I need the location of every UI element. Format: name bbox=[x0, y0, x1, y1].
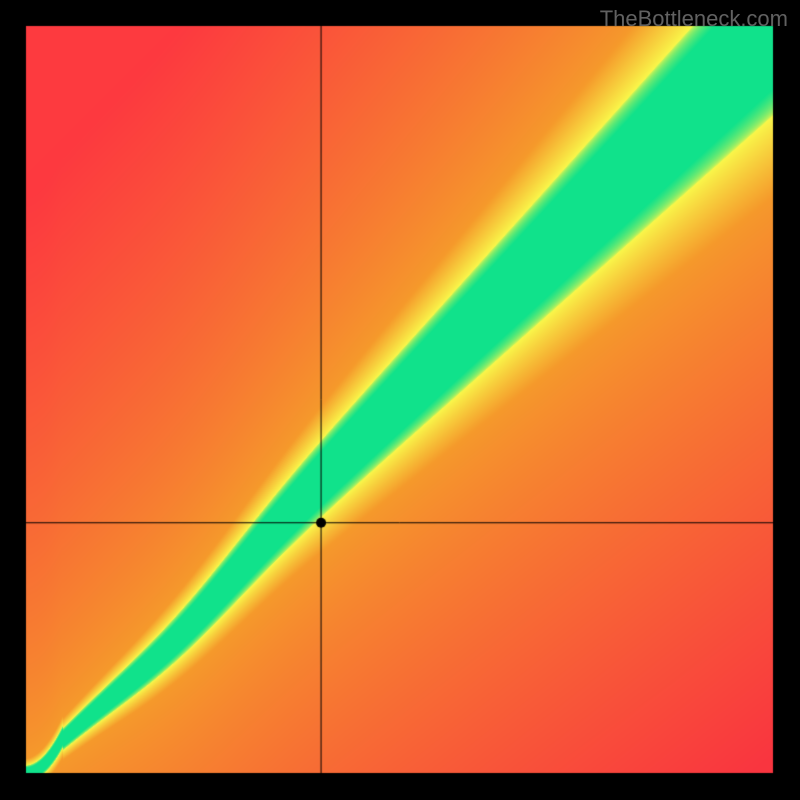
bottleneck-heatmap bbox=[0, 0, 800, 800]
chart-container: TheBottleneck.com bbox=[0, 0, 800, 800]
watermark-text: TheBottleneck.com bbox=[600, 6, 788, 32]
